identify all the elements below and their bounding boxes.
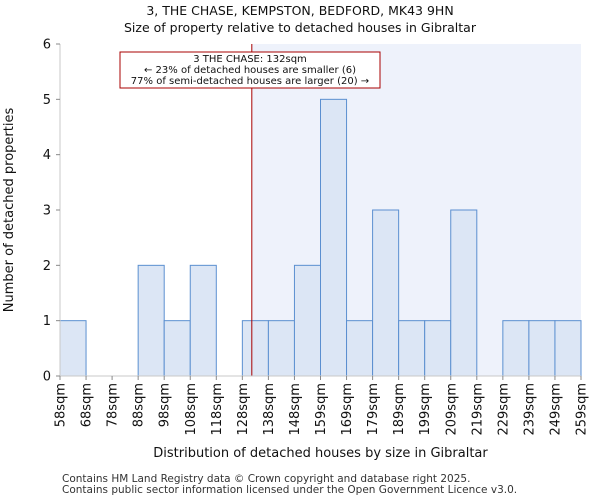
bar-138sqm	[267, 320, 295, 377]
bar-148sqm	[293, 264, 322, 377]
bar-128sqm	[241, 320, 269, 377]
footer-line-2: Contains public sector information licen…	[62, 484, 518, 496]
y-tick-label: 1	[43, 314, 51, 329]
x-tick-label: 138sqm	[262, 383, 277, 436]
x-tick-label: 209sqm	[444, 383, 459, 436]
x-tick-label: 259sqm	[575, 383, 590, 436]
bar-169sqm	[346, 320, 374, 377]
x-tick-label: 118sqm	[210, 383, 225, 436]
annotation-line-1: 3 THE CHASE: 132sqm	[193, 54, 307, 65]
x-tick-label: 219sqm	[470, 383, 485, 436]
bar-98sqm	[163, 320, 191, 377]
annotation-line-2: ← 23% of detached houses are smaller (6)	[144, 65, 356, 76]
bars-group	[59, 98, 582, 377]
x-tick-label: 68sqm	[80, 383, 95, 427]
y-tick-label: 2	[43, 259, 51, 274]
x-ticks-group: 58sqm 68sqm 78sqm 88sqm 98sqm 108sqm 118sqm 128…	[54, 376, 590, 436]
bar-88sqm	[137, 264, 165, 377]
x-tick-label: 58sqm	[54, 383, 69, 427]
bar-179sqm	[372, 209, 400, 377]
y-ticks-group: 0 1 2 3 4 5 6	[43, 38, 60, 385]
x-tick-label: 148sqm	[288, 383, 303, 436]
y-tick-label: 5	[43, 93, 51, 108]
x-tick-label: 159sqm	[314, 383, 329, 436]
bar-239sqm	[528, 320, 556, 377]
x-tick-label: 78sqm	[106, 383, 121, 427]
x-tick-label: 108sqm	[184, 383, 199, 436]
bar-159sqm	[320, 98, 348, 377]
bar-249sqm	[554, 320, 582, 377]
bar-189sqm	[398, 320, 426, 377]
x-tick-label: 128sqm	[236, 383, 251, 436]
y-tick-label: 4	[43, 148, 51, 163]
chart-title: 3, THE CHASE, KEMPSTON, BEDFORD, MK43 9H…	[146, 3, 454, 18]
bar-58sqm	[59, 320, 87, 377]
x-tick-label: 169sqm	[340, 383, 355, 436]
x-tick-label: 239sqm	[522, 383, 537, 436]
x-tick-label: 229sqm	[496, 383, 511, 436]
annotation-box: 3 THE CHASE: 132sqm ← 23% of detached ho…	[119, 51, 381, 89]
y-axis-label: Number of detached properties	[2, 108, 17, 313]
x-tick-label: 179sqm	[366, 383, 381, 436]
bar-199sqm	[424, 320, 452, 377]
y-tick-label: 6	[43, 38, 51, 53]
bar-108sqm	[189, 264, 217, 377]
y-tick-label: 3	[43, 204, 51, 219]
chart-subtitle: Size of property relative to detached ho…	[124, 20, 476, 35]
bar-229sqm	[502, 320, 530, 377]
x-tick-label: 199sqm	[418, 383, 433, 436]
x-axis-label: Distribution of detached houses by size …	[153, 446, 488, 461]
x-tick-label: 189sqm	[392, 383, 407, 436]
x-tick-label: 88sqm	[132, 383, 147, 427]
bar-209sqm	[450, 209, 478, 377]
x-tick-label: 249sqm	[548, 383, 563, 436]
y-tick-label: 0	[43, 370, 51, 385]
footer-line-1: Contains HM Land Registry data © Crown c…	[62, 473, 471, 485]
annotation-line-3: 77% of semi-detached houses are larger (…	[131, 76, 369, 87]
x-tick-label: 98sqm	[158, 383, 173, 427]
